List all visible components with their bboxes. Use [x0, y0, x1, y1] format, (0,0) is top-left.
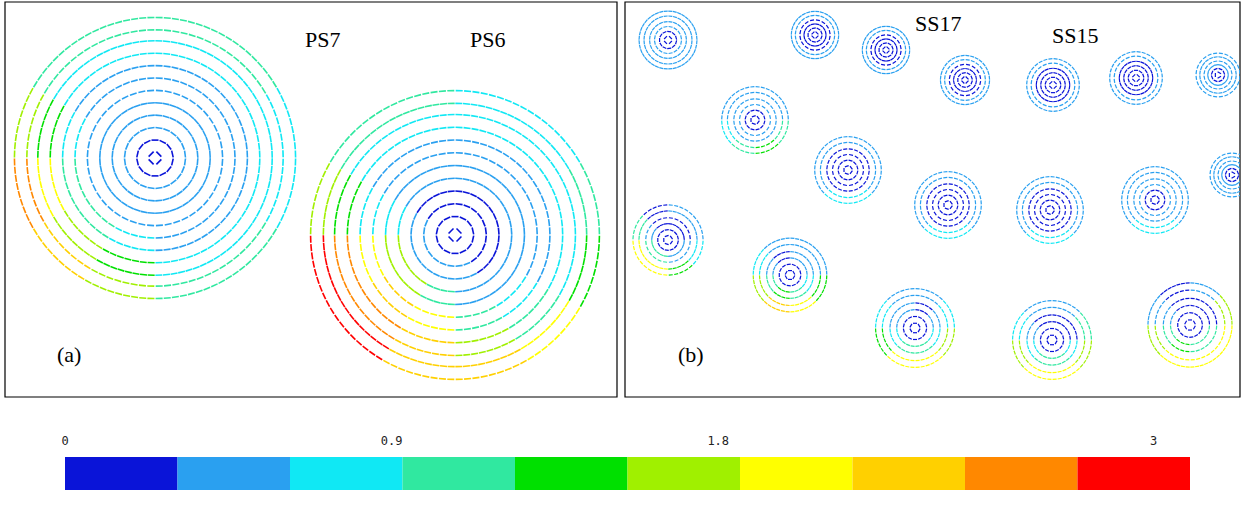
svg-text:(b): (b) [678, 342, 704, 367]
svg-text:SS17: SS17 [915, 11, 961, 36]
svg-text:0: 0 [61, 434, 68, 448]
svg-text:PS7: PS7 [305, 27, 340, 52]
svg-text:3: 3 [1150, 434, 1157, 448]
svg-text:(a): (a) [57, 342, 81, 367]
svg-text:0.9: 0.9 [381, 434, 403, 448]
svg-text:1.8: 1.8 [707, 434, 729, 448]
svg-text:PS6: PS6 [470, 27, 505, 52]
svg-text:SS15: SS15 [1052, 23, 1098, 48]
